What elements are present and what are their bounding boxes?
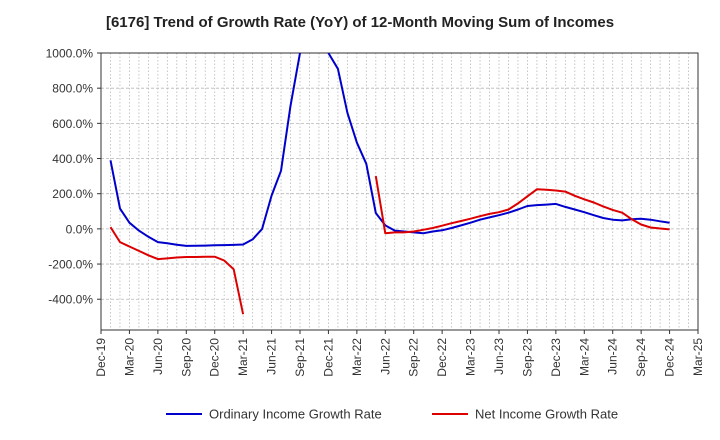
x-tick-label: Dec-23 bbox=[549, 338, 563, 377]
x-tick-label: Jun-23 bbox=[492, 338, 506, 375]
series-line-net-income bbox=[109, 226, 245, 315]
x-tick-label: Mar-20 bbox=[122, 338, 136, 376]
x-tick-label: Jun-22 bbox=[378, 338, 392, 375]
y-tick-label: 400.0% bbox=[52, 152, 93, 166]
x-tick-label: Sep-21 bbox=[293, 338, 307, 377]
x-tick-label: Mar-24 bbox=[577, 338, 591, 376]
x-tick-label: Sep-23 bbox=[520, 338, 534, 377]
plot-frame bbox=[100, 52, 699, 331]
x-tick-label: Dec-19 bbox=[94, 338, 108, 377]
y-tick-label: 200.0% bbox=[52, 187, 93, 201]
legend-label: Net Income Growth Rate bbox=[475, 407, 618, 422]
x-tick-label: Sep-22 bbox=[407, 338, 421, 377]
x-tick-label: Mar-25 bbox=[691, 338, 705, 376]
y-tick-label: 0.0% bbox=[66, 222, 94, 236]
x-tick-label: Dec-22 bbox=[435, 338, 449, 377]
x-tick-label: Mar-23 bbox=[464, 338, 478, 376]
legend-label: Ordinary Income Growth Rate bbox=[209, 407, 382, 422]
y-tick-label: 800.0% bbox=[52, 82, 93, 96]
x-tick-label: Jun-24 bbox=[606, 338, 620, 375]
x-tick-label: Mar-21 bbox=[236, 338, 250, 376]
series-line-net-income bbox=[374, 175, 670, 235]
x-tick-label: Dec-20 bbox=[208, 338, 222, 377]
y-tick-label: 1000.0% bbox=[46, 47, 94, 61]
x-tick-label: Sep-24 bbox=[634, 338, 648, 377]
x-tick-label: Sep-20 bbox=[179, 338, 193, 377]
x-tick-label: Jun-20 bbox=[151, 338, 165, 375]
series-line-ordinary-income bbox=[109, 53, 301, 247]
x-tick-label: Dec-21 bbox=[321, 338, 335, 377]
y-tick-label: 600.0% bbox=[52, 117, 93, 131]
x-tick-label: Jun-21 bbox=[265, 338, 279, 375]
chart-title: [6176] Trend of Growth Rate (YoY) of 12-… bbox=[105, 14, 615, 31]
x-tick-label: Dec-24 bbox=[663, 338, 677, 377]
series-line-ordinary-income bbox=[327, 53, 670, 235]
x-tick-label: Mar-22 bbox=[350, 338, 364, 376]
y-tick-label: -200.0% bbox=[48, 258, 93, 272]
y-tick-label: -400.0% bbox=[48, 293, 93, 307]
